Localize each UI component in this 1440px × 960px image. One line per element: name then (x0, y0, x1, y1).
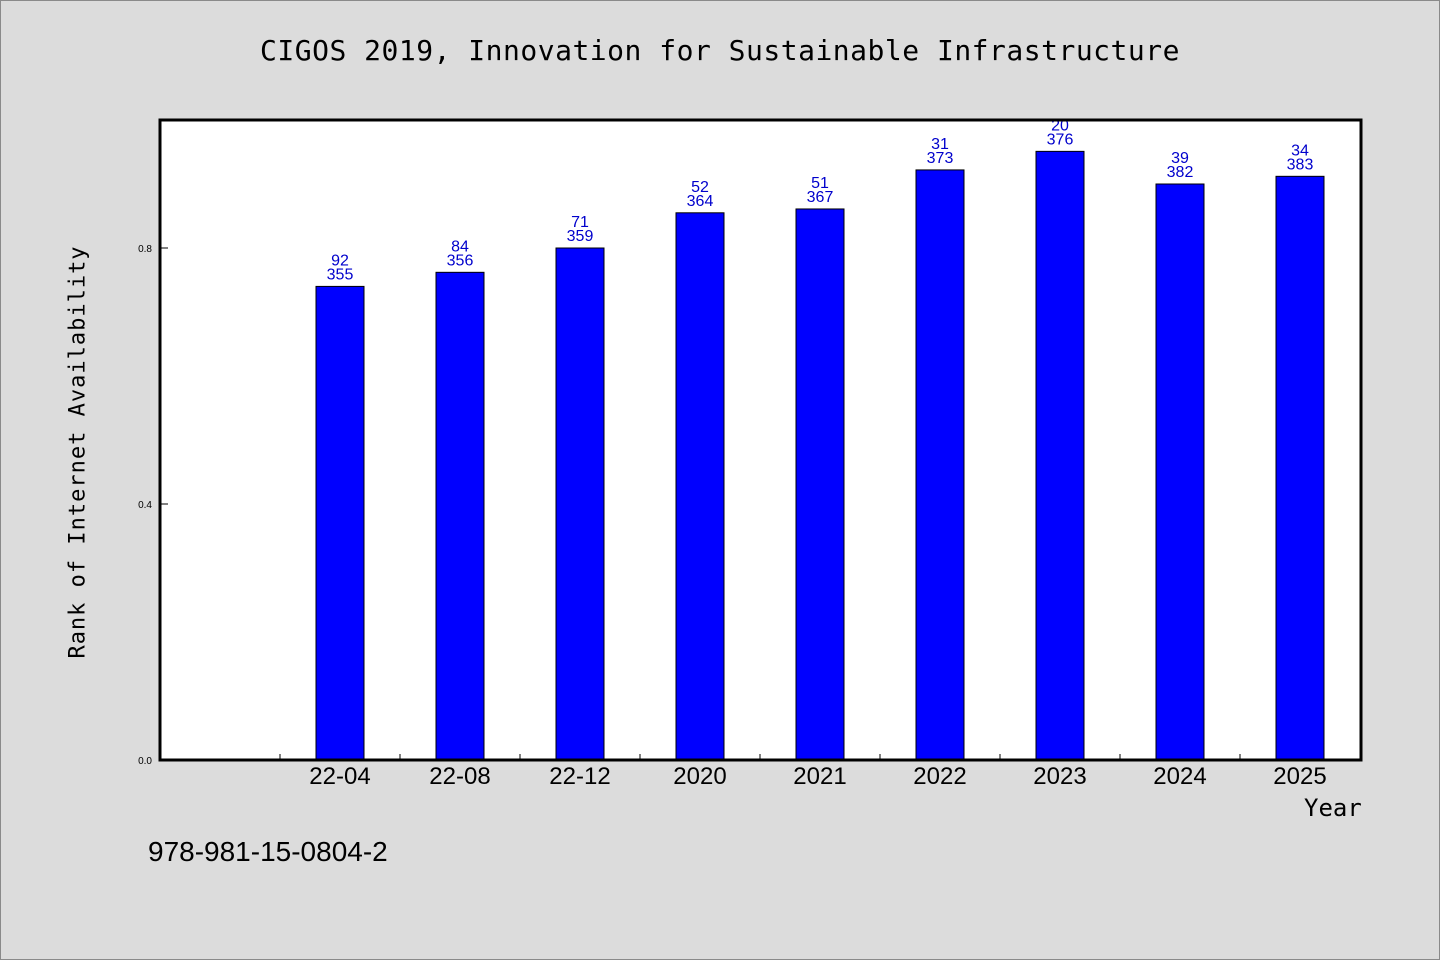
bar (795, 208, 845, 761)
x-tick-label: 22-12 (549, 763, 610, 790)
x-tick-label: 2025 (1273, 763, 1326, 790)
x-tick-label: 2021 (793, 763, 846, 790)
data-label-rank: 39 (1171, 150, 1189, 167)
plot-border (158, 118, 1363, 762)
x-tick-label: 2020 (673, 763, 726, 790)
bar (1035, 150, 1085, 761)
x-tick-label: 2023 (1033, 763, 1086, 790)
y-tick-label: 0.4 (138, 500, 152, 511)
data-label-rank: 92 (331, 252, 349, 269)
data-label-rank: 84 (451, 238, 469, 255)
x-axis-label: Year (1304, 794, 1362, 822)
data-label-count: 356 (447, 252, 474, 269)
data-label-count: 383 (1287, 156, 1314, 173)
data-label-count: 355 (327, 266, 354, 283)
data-label-rank: 31 (931, 136, 949, 153)
x-tick-label: 2022 (913, 763, 966, 790)
data-label-count: 367 (807, 189, 834, 206)
y-tick-label: 0.0 (138, 756, 152, 767)
data-label-rank: 51 (811, 175, 829, 192)
data-label-rank: 71 (571, 214, 589, 231)
data-label-count: 359 (567, 228, 594, 245)
x-tick-label: 2024 (1153, 763, 1206, 790)
data-label-count: 364 (687, 193, 714, 210)
data-label-count: 373 (927, 150, 954, 167)
bar (1155, 183, 1205, 761)
x-tick-label: 22-08 (429, 763, 490, 790)
data-label-count: 376 (1047, 131, 1074, 148)
bar (315, 285, 365, 761)
bar (675, 212, 725, 761)
data-label-rank: 20 (1051, 117, 1069, 134)
bar (555, 247, 605, 761)
data-label-rank: 52 (691, 179, 709, 196)
y-tick-label: 0.8 (138, 244, 152, 255)
bar (435, 271, 485, 761)
chart-title: CIGOS 2019, Innovation for Sustainable I… (260, 34, 1180, 67)
isbn-footer: 978-981-15-0804-2 (148, 836, 388, 867)
data-label-rank: 34 (1291, 142, 1309, 159)
bar (915, 169, 965, 761)
bar (1275, 175, 1325, 761)
x-tick-label: 22-04 (309, 763, 370, 790)
data-label-count: 382 (1167, 164, 1194, 181)
